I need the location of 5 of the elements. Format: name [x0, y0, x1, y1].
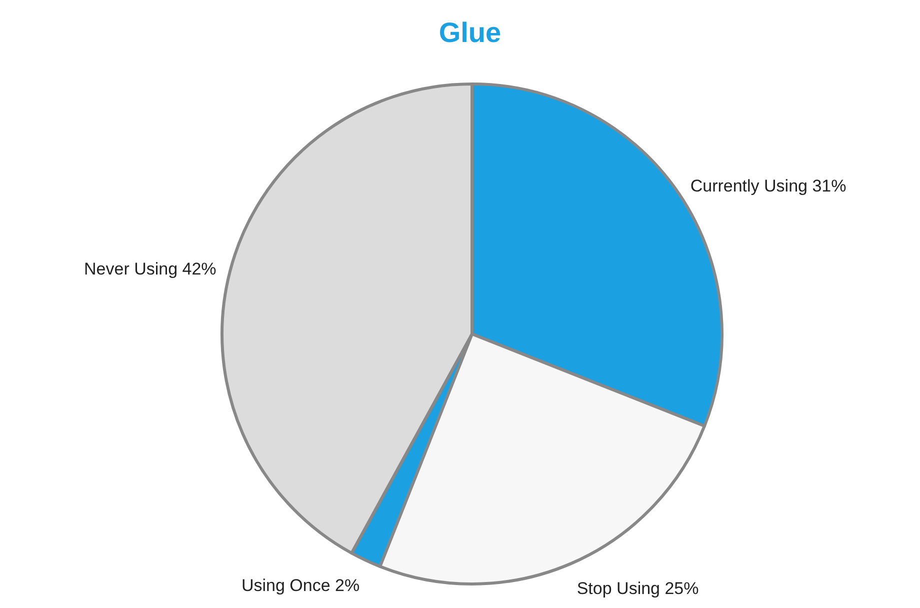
- slice-label: Using Once 2%: [241, 576, 360, 595]
- chart-title: Glue: [438, 17, 502, 48]
- slice-label: Currently Using 31%: [690, 176, 846, 196]
- slice-label: Never Using 42%: [84, 259, 216, 278]
- slice-label: Stop Using 25%: [576, 579, 699, 598]
